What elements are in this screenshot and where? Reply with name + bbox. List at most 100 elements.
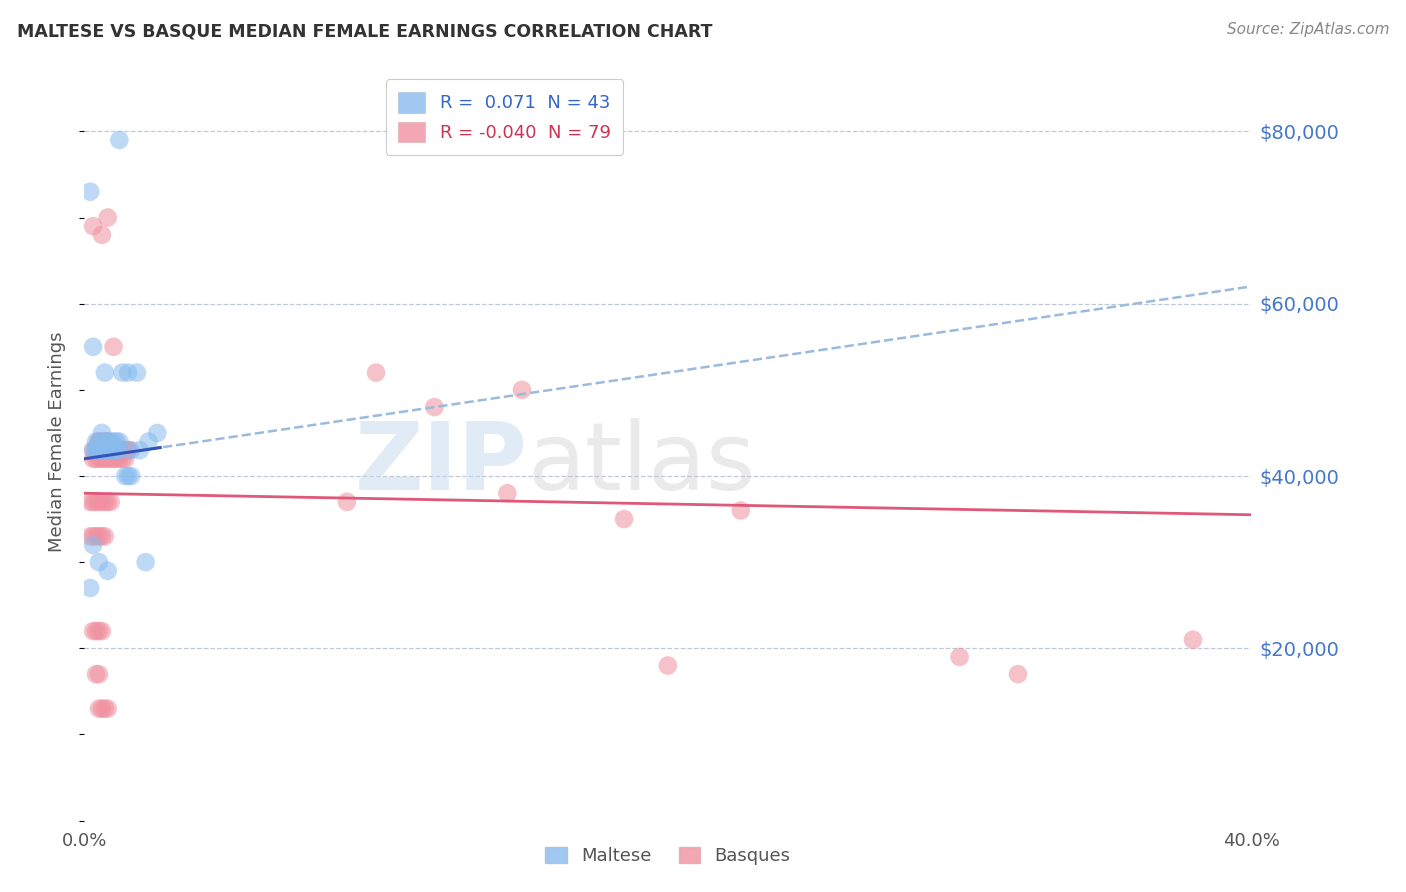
Point [84,434,107,449]
Point [82,624,104,639]
Point [97,443,120,458]
Point [114,443,136,458]
Point [94,434,117,449]
Point [105,443,128,458]
Point [84,495,107,509]
Point [336,495,359,509]
Point [90,443,112,458]
Point [82,529,104,543]
Point [84,443,107,458]
Point [1007,667,1029,681]
Point [90,701,112,715]
Point [111,443,134,458]
Point [94,701,117,715]
Point [105,443,128,458]
Point [79,529,101,543]
Point [117,443,139,458]
Point [100,451,122,466]
Text: ZIP: ZIP [354,418,527,510]
Point [146,425,169,440]
Point [103,451,125,466]
Point [90,529,112,543]
Point [657,658,679,673]
Point [87,443,110,458]
Point [82,538,104,552]
Point [94,434,117,449]
Point [135,555,157,569]
Point [103,443,125,458]
Point [108,434,131,449]
Point [87,443,110,458]
Point [108,133,131,147]
Point [94,443,117,458]
Point [103,434,125,449]
Point [87,434,110,449]
Point [90,495,112,509]
Point [84,443,107,458]
Point [84,529,107,543]
Point [97,434,120,449]
Point [87,495,110,509]
Point [94,366,117,380]
Point [496,486,519,500]
Point [111,366,134,380]
Text: MALTESE VS BASQUE MEDIAN FEMALE EARNINGS CORRELATION CHART: MALTESE VS BASQUE MEDIAN FEMALE EARNINGS… [17,22,713,40]
Point [94,495,117,509]
Point [84,667,107,681]
Point [423,400,446,414]
Point [510,383,533,397]
Point [103,340,125,354]
Point [97,434,120,449]
Point [100,443,122,458]
Point [87,434,110,449]
Point [87,434,110,449]
Point [79,185,101,199]
Point [94,451,117,466]
Point [84,443,107,458]
Point [82,443,104,458]
Point [105,434,128,449]
Point [90,425,112,440]
Point [87,667,110,681]
Point [82,340,104,354]
Point [97,451,120,466]
Point [100,495,122,509]
Point [103,443,125,458]
Point [87,443,110,458]
Point [87,451,110,466]
Point [138,434,160,449]
Point [114,451,136,466]
Point [90,451,112,466]
Point [949,649,972,664]
Point [90,434,112,449]
Point [82,219,104,234]
Point [128,443,150,458]
Point [730,503,752,517]
Point [90,227,112,242]
Point [111,443,134,458]
Point [97,564,120,578]
Y-axis label: Median Female Earnings: Median Female Earnings [48,331,66,552]
Point [79,495,101,509]
Point [103,443,125,458]
Point [108,443,131,458]
Point [79,581,101,595]
Point [87,529,110,543]
Text: Source: ZipAtlas.com: Source: ZipAtlas.com [1226,22,1389,37]
Point [87,701,110,715]
Point [120,443,142,458]
Point [114,469,136,483]
Point [114,443,136,458]
Point [82,495,104,509]
Text: atlas: atlas [527,418,756,510]
Point [94,529,117,543]
Point [94,443,117,458]
Point [90,443,112,458]
Point [105,451,128,466]
Point [100,443,122,458]
Point [90,443,112,458]
Point [108,443,131,458]
Point [120,469,142,483]
Legend: Maltese, Basques: Maltese, Basques [537,839,799,872]
Point [97,434,120,449]
